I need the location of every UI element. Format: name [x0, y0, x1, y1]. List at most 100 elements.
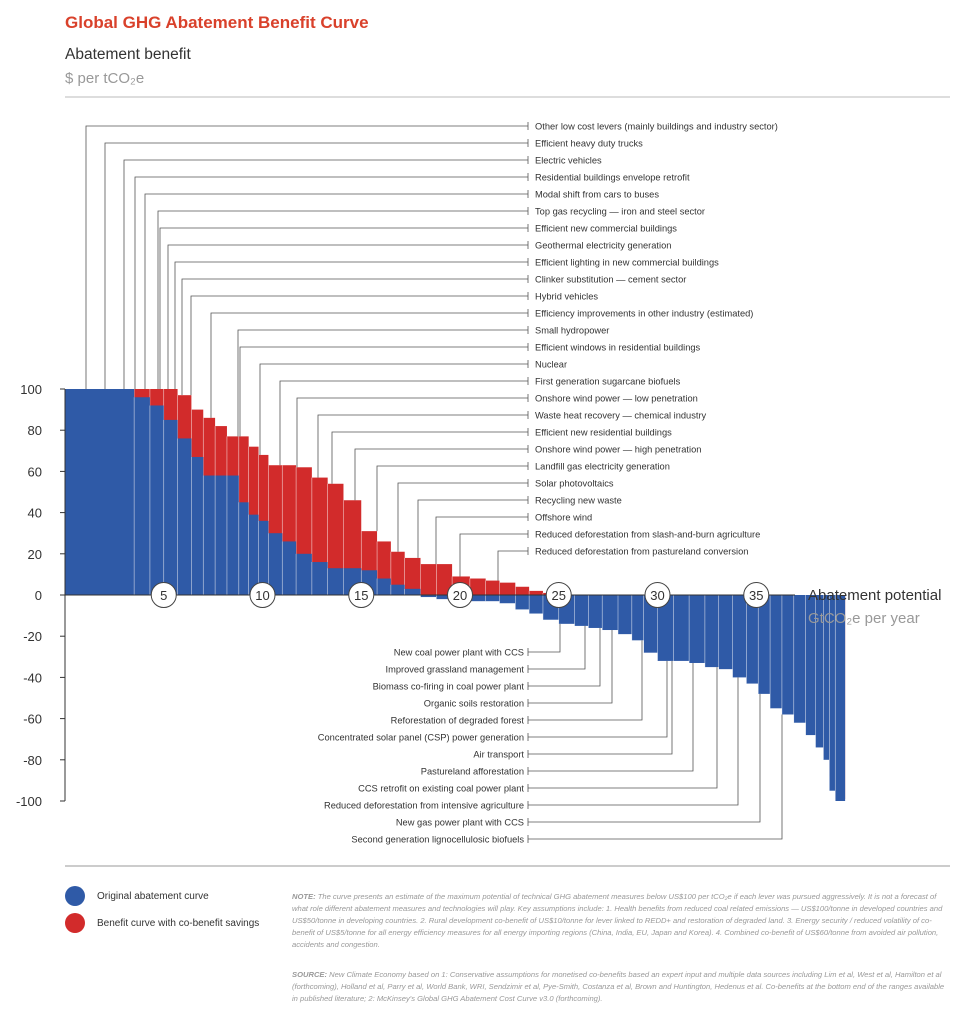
- original-bar-11: [258, 520, 269, 595]
- bottom-leader-4: [528, 640, 643, 721]
- bottom-annotation-8: CCS retrofit on existing coal power plan…: [358, 784, 524, 794]
- top-annotation-7: Geothermal electricity generation: [535, 241, 671, 251]
- original-bar-39: [673, 595, 690, 661]
- bottom-annotation-2: Biomass co-firing in coal power plant: [373, 682, 525, 692]
- y-tick-label-0: 100: [20, 382, 42, 397]
- bottom-annotation-11: Second generation lignocellulosic biofue…: [351, 835, 524, 845]
- benefit-bar-20: [390, 551, 405, 595]
- y-tick-label-10: -100: [16, 794, 42, 809]
- original-bar-10: [248, 514, 259, 595]
- original-bar-19: [377, 578, 391, 595]
- top-leader-9: [181, 278, 528, 396]
- bottom-leader-3: [528, 630, 613, 704]
- original-bar-36: [631, 595, 644, 641]
- y-tick-label-9: -80: [23, 753, 42, 768]
- top-annotation-1: Efficient heavy duty trucks: [535, 139, 643, 149]
- axes: 100 80 60 40 20 0 -20 -40 -60 -80 -100 5 10 15 20 25 30 3…: [16, 382, 950, 867]
- top-leader-3: [134, 176, 528, 389]
- top-leader-22: [417, 499, 528, 558]
- original-bar-48: [793, 595, 806, 723]
- original-bar-40: [689, 595, 705, 663]
- top-leader-21: [397, 482, 528, 552]
- legend-original-dot: [65, 886, 85, 906]
- original-bar-37: [643, 595, 658, 653]
- x-tick-label-1: 10: [255, 588, 269, 603]
- x-tick-circle-3: [447, 582, 473, 608]
- bottom-leader-6: [528, 660, 673, 755]
- original-bar-22: [420, 595, 437, 598]
- top-annotation-4: Modal shift from cars to buses: [535, 190, 659, 200]
- original-bar-12: [268, 533, 283, 595]
- top-annotation-0: Other low cost levers (mainly buildings …: [535, 122, 778, 132]
- original-bar-35: [618, 595, 632, 635]
- original-bar-42: [718, 595, 733, 670]
- original-bar-5: [191, 456, 204, 595]
- original-bar-53: [835, 595, 846, 801]
- bottom-leader-5: [528, 660, 668, 738]
- bottom-annotation-6: Air transport: [473, 750, 524, 760]
- x-axis-unit: GtCO₂e per year: [808, 610, 920, 627]
- top-leader-2: [123, 159, 528, 389]
- source-label: SOURCE:: [292, 970, 328, 979]
- benefit-bar-23: [436, 564, 453, 595]
- top-annotation-5: Top gas recycling — iron and steel secto…: [535, 207, 705, 217]
- bottom-leader-7: [528, 662, 694, 772]
- top-annotation-24: Reduced deforestation from slash-and-bur…: [535, 530, 760, 540]
- original-bar-9: [238, 502, 249, 595]
- original-bar-0: [65, 389, 135, 595]
- bottom-leader-0: [528, 623, 561, 653]
- legend-original: Original abatement curve: [65, 886, 209, 906]
- y-axis-label: Abatement benefit: [65, 46, 191, 63]
- original-bar-4: [177, 438, 192, 595]
- original-bar-44: [746, 595, 759, 684]
- top-leader-1: [104, 142, 528, 389]
- original-bar-2: [149, 405, 164, 595]
- original-bar-45: [758, 595, 771, 694]
- original-bar-46: [770, 595, 782, 709]
- chart-title: Global GHG Abatement Benefit Curve: [65, 13, 369, 32]
- original-bar-29: [529, 595, 543, 614]
- top-leader-24: [459, 533, 528, 577]
- original-bar-47: [781, 595, 794, 715]
- original-bar-27: [499, 595, 516, 604]
- original-bar-20: [390, 584, 405, 595]
- top-leader-17: [317, 414, 528, 478]
- original-bar-34: [602, 595, 618, 631]
- original-bar-21: [404, 588, 421, 595]
- bottom-leader-11: [528, 714, 783, 840]
- top-annotation-22: Recycling new waste: [535, 496, 622, 506]
- original-bar-52: [829, 595, 836, 791]
- top-leader-25: [497, 550, 528, 581]
- top-annotation-23: Offshore wind: [535, 513, 592, 523]
- legend-benefit: Benefit curve with co-benefit savings: [65, 913, 259, 933]
- x-tick-circle-0: [150, 582, 177, 608]
- original-bar-8: [226, 475, 239, 595]
- bottom-annotation-1: Improved grassland management: [386, 665, 525, 675]
- benefit-bar-22: [420, 564, 437, 595]
- bottom-annotation-0: New coal power plant with CCS: [394, 648, 524, 658]
- original-bar-33: [588, 595, 603, 628]
- top-annotation-11: Efficiency improvements in other industr…: [535, 309, 753, 319]
- original-bar-28: [515, 595, 530, 610]
- x-tick-circle-6: [743, 582, 770, 608]
- bottom-annotation-3: Organic soils restoration: [424, 699, 524, 709]
- original-bar-32: [574, 595, 589, 626]
- original-bar-16: [327, 568, 344, 595]
- top-annotation-6: Efficient new commercial buildings: [535, 224, 677, 234]
- x-tick-circle-5: [644, 582, 671, 608]
- original-bar-49: [805, 595, 816, 736]
- x-axis-label: Abatement potential: [808, 587, 941, 604]
- top-leader-8: [174, 261, 528, 389]
- top-annotation-14: Nuclear: [535, 360, 567, 370]
- abatement-chart: Other low cost levers (mainly buildings …: [16, 96, 950, 867]
- y-tick-label-2: 60: [28, 464, 42, 479]
- original-bar-13: [282, 541, 297, 595]
- bottom-leader-8: [528, 667, 718, 789]
- top-annotation-3: Residential buildings envelope retrofit: [535, 173, 690, 183]
- top-leader-13: [239, 346, 528, 437]
- original-bar-51: [823, 595, 830, 760]
- top-leader-5: [157, 210, 528, 389]
- y-tick-label-3: 40: [28, 506, 42, 521]
- original-bar-26: [485, 595, 500, 602]
- top-annotation-16: Onshore wind power — low penetration: [535, 394, 698, 404]
